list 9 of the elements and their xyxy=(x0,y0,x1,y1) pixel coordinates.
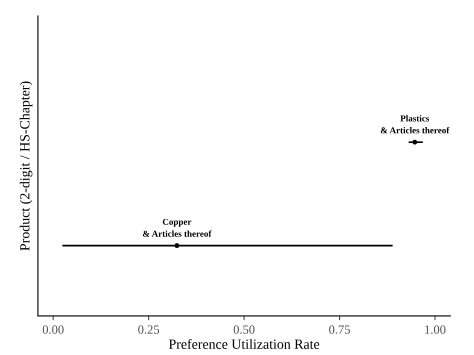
x-axis-title: Preference Utilization Rate xyxy=(168,338,320,349)
annotation: Plastics & Articles thereof xyxy=(380,115,450,134)
annotation: Copper & Articles thereof xyxy=(142,218,212,237)
x-tick-label: 0.75 xyxy=(329,325,350,334)
x-tick-label: 0.25 xyxy=(138,325,160,334)
x-tick-label: 0.00 xyxy=(42,325,64,334)
x-tick-label: 0.50 xyxy=(234,325,255,334)
x-tick-label: 1.00 xyxy=(425,325,446,334)
y-axis-title: Product (2-digit / HS-Chapter) xyxy=(20,82,32,251)
